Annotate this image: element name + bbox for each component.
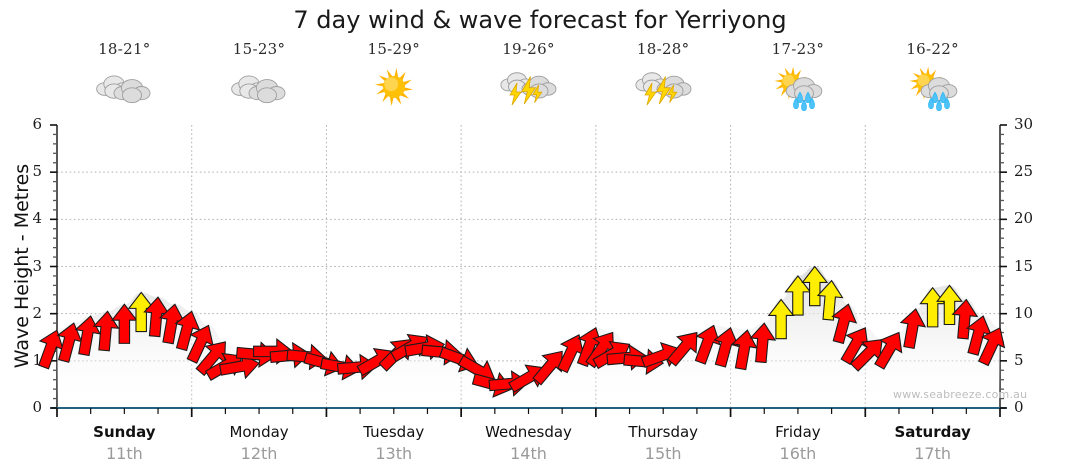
sun-rain-icon [865, 64, 1000, 111]
sunny-icon [326, 64, 461, 110]
left-axis-tick-4: 4 [32, 209, 42, 228]
day-date-saturday: 17th [914, 444, 952, 463]
day-label-friday: Friday [775, 423, 821, 441]
day-header-friday: 17-23° [731, 40, 866, 111]
temperature-range: 15-23° [232, 40, 286, 58]
right-axis-tick-15: 15 [1014, 256, 1034, 275]
temperature-range: 16-22° [906, 40, 959, 58]
day-date-wednesday: 14th [510, 444, 547, 463]
day-header-monday: 15-23° [192, 40, 327, 110]
right-axis-tick-10: 10 [1014, 303, 1034, 322]
watermark: www.seabreeze.com.au [893, 388, 1028, 401]
day-date-thursday: 15th [644, 444, 682, 463]
day-header-tuesday: 15-29° [326, 40, 461, 110]
day-header-saturday: 16-22° [865, 40, 1000, 111]
page-title: 7 day wind & wave forecast for Yerriyong [293, 6, 787, 34]
right-axis-tick-20: 20 [1014, 209, 1034, 228]
day-header-thursday: 18-28° [596, 40, 731, 110]
left-axis-tick-0: 0 [32, 398, 42, 416]
sun-rain-icon [731, 64, 866, 111]
temperature-range: 18-21° [98, 40, 151, 58]
day-label-sunday: Sunday [93, 423, 156, 441]
thunderstorm-icon [596, 64, 731, 110]
day-date-sunday: 11th [105, 444, 143, 463]
right-axis-tick-0: 0 [1014, 398, 1024, 416]
day-label-wednesday: Wednesday [485, 423, 572, 441]
thunderstorm-icon [461, 64, 596, 110]
left-axis-tick-6: 6 [32, 115, 42, 133]
left-axis-tick-5: 5 [32, 162, 42, 181]
day-label-monday: Monday [229, 423, 289, 441]
day-date-tuesday: 13th [375, 444, 413, 463]
cloudy-icon [192, 64, 327, 110]
left-axis-tick-3: 3 [32, 256, 42, 275]
temperature-range: 19-26° [502, 40, 555, 58]
temperature-range: 18-28° [636, 40, 690, 58]
cloudy-icon [57, 64, 192, 110]
day-label-tuesday: Tuesday [363, 423, 425, 441]
day-date-friday: 16th [779, 444, 817, 463]
day-header-wednesday: 19-26° [461, 40, 596, 110]
right-axis-tick-5: 5 [1014, 350, 1024, 369]
right-axis-tick-30: 30 [1014, 115, 1034, 133]
left-axis-tick-1: 1 [32, 350, 42, 369]
temperature-range: 15-29° [367, 40, 421, 58]
left-axis-tick-2: 2 [32, 303, 42, 322]
day-label-thursday: Thursday [628, 423, 699, 441]
day-header-sunday: 18-21° [57, 40, 192, 110]
right-axis-tick-25: 25 [1014, 162, 1034, 181]
day-label-saturday: Saturday [894, 423, 971, 441]
temperature-range: 17-23° [771, 40, 825, 58]
day-date-monday: 12th [240, 444, 278, 463]
